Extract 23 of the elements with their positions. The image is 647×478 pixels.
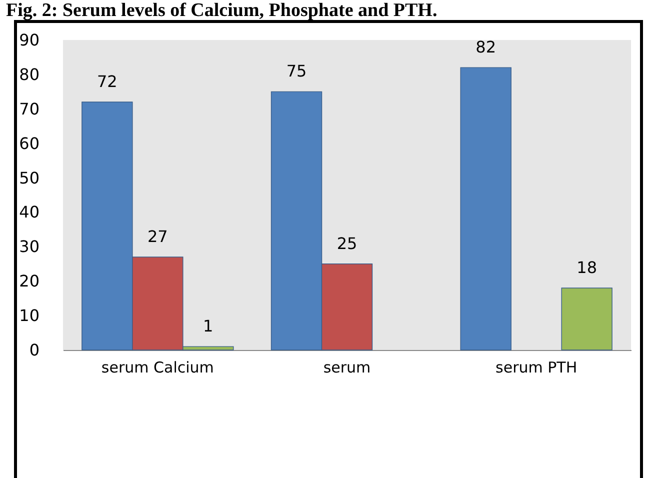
y-tick-label: 90 xyxy=(19,30,40,50)
data-label: 72 xyxy=(97,72,118,91)
y-tick-label: 70 xyxy=(19,99,40,118)
data-label: 25 xyxy=(336,234,358,253)
data-label: 27 xyxy=(147,227,168,246)
x-tick-label: serum PTH xyxy=(496,358,578,376)
bar xyxy=(561,288,612,350)
y-tick-label: 60 xyxy=(19,134,40,153)
y-tick-label: 40 xyxy=(19,202,40,222)
x-tick-label: serum Calcium xyxy=(101,358,214,376)
data-label: 75 xyxy=(286,62,307,81)
y-tick-label: 0 xyxy=(29,340,40,360)
x-tick-label: serum xyxy=(323,358,371,376)
y-tick-label: 30 xyxy=(19,237,40,256)
data-label: 82 xyxy=(476,38,496,57)
y-tick-label: 50 xyxy=(19,168,40,188)
y-tick-label: 20 xyxy=(19,272,40,291)
data-label: 18 xyxy=(576,258,597,277)
data-label: 1 xyxy=(203,316,214,336)
bar xyxy=(460,67,512,350)
y-tick-label: 80 xyxy=(19,64,40,84)
chart-title: Fig. 2: Serum levels of Calcium, Phosphate and PTH. xyxy=(5,0,438,22)
y-tick-label: 10 xyxy=(19,306,40,326)
